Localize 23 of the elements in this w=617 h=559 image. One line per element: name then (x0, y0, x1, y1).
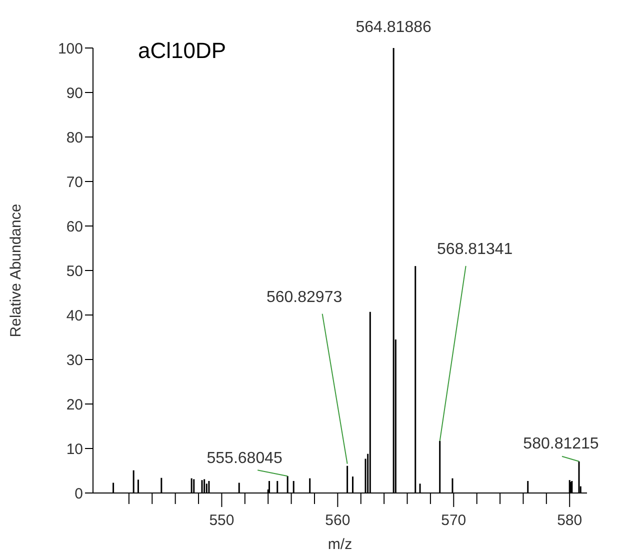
y-tick-label: 50 (66, 262, 83, 280)
annotation: 564.81886 (356, 19, 432, 36)
chart-title: aCl10DP (138, 38, 226, 63)
annotation: 560.82973 (266, 288, 342, 306)
y-tick-label: 90 (66, 84, 83, 102)
annotation: 555.68045 (206, 450, 282, 468)
annotation: 580.81215 (523, 435, 599, 452)
y-tick-label: 100 (58, 40, 83, 58)
y-tick-label: 80 (66, 129, 83, 146)
y-tick-label: 20 (66, 396, 83, 414)
x-tick-label: 580 (557, 512, 582, 529)
y-axis-title: Relative Abundance (7, 204, 24, 338)
x-axis-title: m/z (328, 536, 352, 553)
y-tick-label: 40 (66, 307, 83, 324)
x-tick-label: 570 (441, 512, 466, 529)
y-tick-label: 30 (66, 352, 83, 369)
annotation: 568.81341 (437, 240, 513, 258)
x-tick-label: 550 (209, 512, 234, 529)
y-tick-label: 60 (66, 218, 83, 236)
y-tick-label: 70 (66, 174, 83, 191)
x-tick-label: 560 (325, 512, 350, 529)
y-tick-label: 10 (66, 440, 83, 458)
y-tick-label: 0 (74, 485, 83, 502)
